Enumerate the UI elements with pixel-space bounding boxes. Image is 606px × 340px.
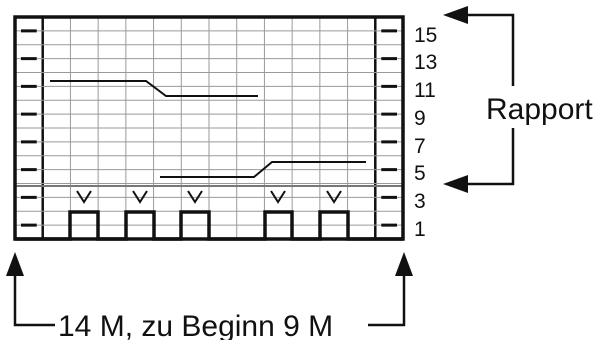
row-number: 9 — [414, 107, 426, 130]
row-number: 15 — [414, 24, 437, 47]
v-mark-icon — [132, 190, 148, 204]
row-number: 3 — [414, 190, 426, 213]
edge-stitch-symbols — [21, 29, 397, 227]
row-number-labels: 15 13 11 9 7 5 3 1 — [414, 24, 437, 241]
row-number: 11 — [414, 79, 436, 102]
rib-pattern-line — [15, 210, 403, 241]
row-number: 13 — [414, 51, 437, 74]
decrease-markers — [76, 190, 342, 204]
v-mark-icon — [326, 190, 342, 204]
lower-pattern-line — [160, 161, 366, 178]
width-label: 14 M, zu Beginn 9 M — [58, 310, 333, 340]
rapport-label: Rapport — [486, 93, 593, 126]
v-mark-icon — [270, 190, 286, 204]
v-mark-icon — [76, 190, 92, 204]
chart-grid — [15, 17, 403, 239]
row-number: 7 — [414, 135, 426, 158]
arrow-head-icon — [443, 6, 468, 24]
arrow-head-icon — [6, 252, 24, 276]
row-number: 5 — [414, 162, 426, 185]
arrow-head-icon — [395, 252, 413, 276]
arrow-head-icon — [443, 175, 468, 193]
v-mark-icon — [187, 190, 203, 204]
width-bracket — [13, 268, 406, 327]
row-number: 1 — [414, 218, 426, 241]
rapport-bracket — [459, 13, 515, 186]
upper-pattern-line — [50, 80, 258, 97]
